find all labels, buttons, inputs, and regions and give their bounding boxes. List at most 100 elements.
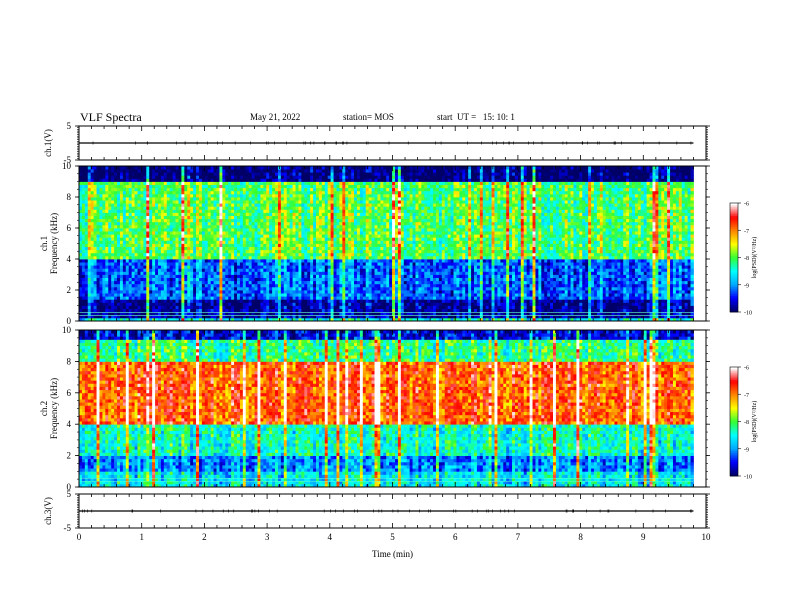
spectrogram-cell (117, 296, 120, 300)
spectrogram-cell (143, 244, 146, 248)
spectrogram-cell (123, 287, 126, 291)
spectrogram-cell (114, 275, 117, 279)
spectrogram-cell (97, 287, 100, 291)
spectrogram-cell (155, 281, 158, 285)
spectrogram-cell (129, 188, 132, 192)
spectrogram-cell (105, 234, 108, 238)
spectrogram-cell (158, 240, 161, 244)
spectrogram-cell (99, 231, 102, 235)
spectrogram-cell (102, 290, 105, 294)
spectrogram-cell (108, 250, 111, 254)
spectrogram-cell (158, 185, 161, 189)
spectrogram-cell (170, 240, 173, 244)
spectrogram-cell (170, 284, 173, 288)
spectrogram-cell (114, 172, 117, 176)
spectrogram-cell (91, 203, 94, 207)
spectrogram-cell (117, 290, 120, 294)
spectrogram-cell (91, 222, 94, 226)
spectrogram-cell (152, 293, 155, 297)
spectrogram-cell (173, 302, 176, 306)
spectrogram-cell (105, 191, 108, 195)
spectrogram-cell (143, 166, 146, 170)
spectrogram-cell (97, 219, 100, 223)
spectrogram-cell (117, 191, 120, 195)
spectrogram-cell (82, 262, 85, 266)
spectrogram-cell (155, 216, 158, 220)
spectrogram-cell (140, 293, 143, 297)
spectrogram-cell (158, 250, 161, 254)
spectrogram-cell (82, 306, 85, 310)
spectrogram-cell (91, 216, 94, 220)
spectrogram-cell (155, 302, 158, 306)
spectrogram-cell (143, 185, 146, 189)
spectrogram-cell (102, 244, 105, 248)
spectrogram-cell (158, 234, 161, 238)
spectrogram-cell (99, 296, 102, 300)
spectrogram-cell (164, 169, 167, 173)
spectrogram-cell (108, 256, 111, 260)
spectrogram-cell (158, 299, 161, 303)
spectrogram-cell (114, 281, 117, 285)
spectrogram-cell (97, 262, 100, 266)
spectrogram-cell (94, 237, 97, 241)
spectrogram-cell (94, 182, 97, 186)
spectrogram-cell (149, 191, 152, 195)
spectrogram-cell (155, 200, 158, 204)
x-tick-label: 3 (265, 532, 270, 542)
spectrogram-cell (132, 265, 135, 269)
spectrogram-cell (129, 175, 132, 179)
spectrogram-cell (140, 278, 143, 282)
spectrogram-cell (158, 203, 161, 207)
spectrogram-cell (149, 296, 152, 300)
spectrogram-cell (170, 271, 173, 275)
spectrogram-cell (132, 166, 135, 170)
spectrogram-cell (158, 271, 161, 275)
spectrogram-cell (161, 259, 164, 263)
spectrogram-cell (85, 244, 88, 248)
spectrogram-cell (91, 225, 94, 229)
spectrogram-cell (167, 271, 170, 275)
spectrogram-cell (126, 197, 129, 201)
spectrogram-cell (132, 278, 135, 282)
spectrogram-cell (138, 268, 141, 272)
spectrogram-cell (126, 262, 129, 266)
spectrogram-cell (140, 253, 143, 256)
spectrogram-cell (108, 194, 111, 198)
spectrogram-cell (138, 228, 141, 232)
spectrogram-cell (152, 290, 155, 294)
spectrogram-cell (140, 203, 143, 207)
spectrogram-cell (158, 222, 161, 226)
spectrogram-cell (105, 262, 108, 266)
spectrogram-cell (102, 247, 105, 251)
spectrogram-cell (117, 250, 120, 254)
spectrogram-cell (94, 197, 97, 201)
spectrogram-cell (108, 200, 111, 204)
spectrogram-cell (129, 256, 132, 260)
spectrogram-cell (161, 216, 164, 220)
spectrogram-cell (82, 182, 85, 186)
spectrogram-cell (108, 166, 111, 170)
spectrogram-cell (170, 290, 173, 294)
spectrogram-cell (117, 253, 120, 256)
spectrogram-cell (120, 278, 123, 282)
spectrogram-cell (158, 284, 161, 288)
spectrogram-cell (138, 194, 141, 198)
spectrogram-cell (155, 250, 158, 254)
spectrogram-cell (97, 203, 100, 207)
spectrogram-cell (140, 256, 143, 260)
spectrogram-cell (114, 197, 117, 201)
spectrogram-cell (167, 209, 170, 213)
spectrogram-cell (99, 265, 102, 269)
spectrogram-cell (143, 275, 146, 279)
spectrogram-cell (126, 309, 129, 313)
spectrogram-cell (167, 278, 170, 282)
spectrogram-cell (123, 265, 126, 269)
spectrogram-cell (111, 169, 114, 173)
spectrogram-cell (126, 225, 129, 229)
spectrogram-cell (111, 262, 114, 266)
spectrogram-cell (99, 188, 102, 192)
spectrogram-cell (85, 275, 88, 279)
spectrogram-cell (158, 262, 161, 266)
spectrogram-cell (82, 206, 85, 210)
spectrogram-cell (99, 222, 102, 226)
